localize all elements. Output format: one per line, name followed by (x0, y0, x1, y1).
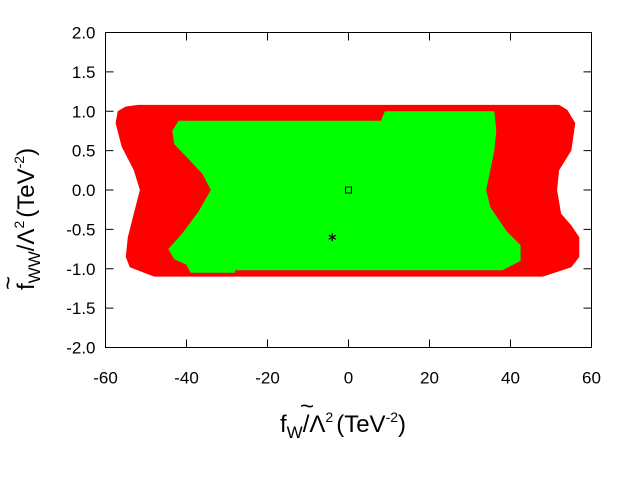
markers-layer (328, 186, 352, 242)
x-tick-label: -20 (255, 369, 280, 388)
x-tick-label: -40 (174, 369, 199, 388)
y-axis-label-slash: /Λ (13, 229, 40, 252)
marker-square (345, 186, 352, 194)
region-1 (168, 111, 521, 273)
x-axis-label-unit: (TeV (336, 411, 385, 438)
x-tick-label: 60 (582, 369, 601, 388)
x-axis-label-close: ) (398, 411, 406, 438)
y-axis-label-tilde: ~ (0, 276, 22, 290)
y-tick-label: 0.0 (72, 181, 96, 200)
y-tick-label: -1.5 (66, 299, 95, 318)
y-tick-label: -1.0 (66, 260, 95, 279)
x-axis-label-slash: /Λ (303, 411, 326, 438)
y-axis-label-unit: (TeV (13, 168, 40, 217)
x-tick-label: -60 (93, 369, 118, 388)
x-axis-label-tilde: ~ (300, 393, 314, 420)
x-axis-label-lambda-sup: 2 (325, 409, 333, 425)
x-axis-label-unit-sup: -2 (386, 409, 399, 425)
x-axis-label-sub: W (287, 423, 303, 442)
y-axis-label: fWW/Λ2 (TeV-2) (11, 148, 44, 290)
marker-asterisk (328, 233, 337, 242)
y-axis-label-close: ) (13, 148, 40, 156)
x-axis-label: fW/Λ2 (TeV-2) (280, 409, 406, 442)
y-tick-label: -0.5 (66, 220, 95, 239)
y-axis-label-unit-sup: -2 (11, 156, 27, 169)
y-axis-label-lambda-sup: 2 (11, 221, 27, 229)
x-tick-label: 20 (420, 369, 439, 388)
x-ticks: -60 -40 -20 0 20 40 60 (93, 32, 601, 388)
y-axis-label-group: fWW/Λ2 (TeV-2) ~ (0, 148, 44, 290)
x-axis-label-base: f (280, 411, 287, 438)
y-tick-label: -2.0 (66, 339, 95, 358)
y-tick-label: 1.5 (72, 63, 96, 82)
regions-layer (115, 104, 580, 277)
y-axis-label-base: f (13, 283, 40, 290)
y-ticks: 2.0 1.5 1.0 0.5 0.0 -0.5 -1.0 -1.5 -2.0 (66, 24, 592, 358)
x-tick-label: 0 (344, 369, 353, 388)
y-tick-label: 0.5 (72, 142, 96, 161)
y-tick-label: 1.0 (72, 102, 96, 121)
y-tick-label: 2.0 (72, 24, 96, 43)
y-axis-label-sub: WW (25, 251, 44, 283)
x-tick-label: 40 (501, 369, 520, 388)
